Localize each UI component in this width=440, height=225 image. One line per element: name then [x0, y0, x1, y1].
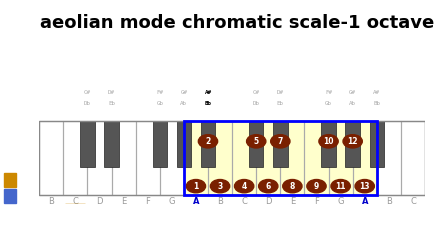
Bar — [39, 121, 425, 195]
Bar — [401, 121, 425, 195]
Text: 10: 10 — [323, 137, 334, 146]
Bar — [256, 121, 280, 195]
Bar — [280, 121, 304, 195]
Text: D#: D# — [277, 90, 284, 95]
Text: Db: Db — [84, 101, 91, 106]
Text: A: A — [362, 197, 368, 206]
Bar — [184, 121, 377, 195]
Text: 13: 13 — [359, 182, 370, 191]
Text: 7: 7 — [278, 137, 283, 146]
Bar — [184, 121, 377, 195]
Text: 6: 6 — [266, 182, 271, 191]
Circle shape — [355, 180, 374, 193]
Text: Ab: Ab — [349, 101, 356, 106]
Bar — [153, 121, 167, 167]
Text: G#: G# — [180, 90, 187, 95]
Bar — [321, 121, 336, 167]
Text: Bb: Bb — [205, 101, 212, 106]
Circle shape — [198, 135, 218, 148]
Text: C#: C# — [253, 90, 260, 95]
Text: 2: 2 — [205, 137, 211, 146]
Text: C: C — [73, 197, 78, 206]
Bar — [353, 121, 377, 195]
Text: C#: C# — [84, 90, 91, 95]
Circle shape — [271, 135, 290, 148]
Text: A#: A# — [205, 90, 212, 95]
Text: 8: 8 — [290, 182, 295, 191]
Bar — [249, 121, 264, 167]
Bar — [232, 121, 256, 195]
Bar — [304, 121, 329, 195]
Bar — [39, 121, 63, 195]
Text: 1: 1 — [193, 182, 198, 191]
Circle shape — [246, 135, 266, 148]
Bar — [329, 121, 353, 195]
Text: Db: Db — [253, 101, 260, 106]
Bar — [345, 121, 360, 167]
Bar — [208, 121, 232, 195]
Text: aeolian mode chromatic scale-1 octave: aeolian mode chromatic scale-1 octave — [40, 14, 435, 32]
Text: C: C — [241, 197, 247, 206]
Text: Gb: Gb — [325, 101, 332, 106]
Bar — [201, 121, 215, 167]
Circle shape — [235, 180, 254, 193]
Circle shape — [259, 180, 278, 193]
Text: 9: 9 — [314, 182, 319, 191]
Text: G: G — [169, 197, 175, 206]
Text: B: B — [386, 197, 392, 206]
Text: A: A — [193, 197, 199, 206]
Text: B: B — [217, 197, 223, 206]
Text: D: D — [96, 197, 103, 206]
Bar — [136, 121, 160, 195]
Text: Eb: Eb — [108, 101, 115, 106]
Text: D: D — [265, 197, 271, 206]
Circle shape — [186, 180, 205, 193]
Circle shape — [331, 180, 350, 193]
Bar — [111, 121, 136, 195]
Bar — [63, 121, 88, 195]
Text: A#: A# — [373, 90, 380, 95]
Bar — [176, 121, 191, 167]
Text: 11: 11 — [335, 182, 346, 191]
Text: B: B — [48, 197, 54, 206]
Text: 12: 12 — [348, 137, 358, 146]
Bar — [80, 121, 95, 167]
Bar — [88, 121, 111, 195]
Circle shape — [210, 180, 230, 193]
Text: D#: D# — [108, 90, 115, 95]
Bar — [377, 121, 401, 195]
Text: G#: G# — [349, 90, 356, 95]
Bar — [273, 121, 288, 167]
Circle shape — [307, 180, 326, 193]
Text: Eb: Eb — [277, 101, 284, 106]
Bar — [184, 121, 208, 195]
Text: E: E — [290, 197, 295, 206]
Text: F: F — [314, 197, 319, 206]
Text: basicmusictheory.com: basicmusictheory.com — [10, 75, 15, 141]
Circle shape — [283, 180, 302, 193]
Bar — [104, 121, 119, 167]
Text: Gb: Gb — [156, 101, 163, 106]
Circle shape — [319, 135, 338, 148]
Text: F: F — [145, 197, 150, 206]
Text: C: C — [410, 197, 416, 206]
Text: F#: F# — [325, 90, 332, 95]
Text: E: E — [121, 197, 126, 206]
Text: 4: 4 — [242, 182, 247, 191]
Text: G: G — [337, 197, 344, 206]
Text: 5: 5 — [253, 137, 259, 146]
Bar — [160, 121, 184, 195]
Text: Ab: Ab — [180, 101, 187, 106]
Bar — [370, 121, 384, 167]
Circle shape — [343, 135, 362, 148]
Text: 3: 3 — [217, 182, 223, 191]
Text: Bb: Bb — [373, 101, 380, 106]
Text: F#: F# — [156, 90, 163, 95]
